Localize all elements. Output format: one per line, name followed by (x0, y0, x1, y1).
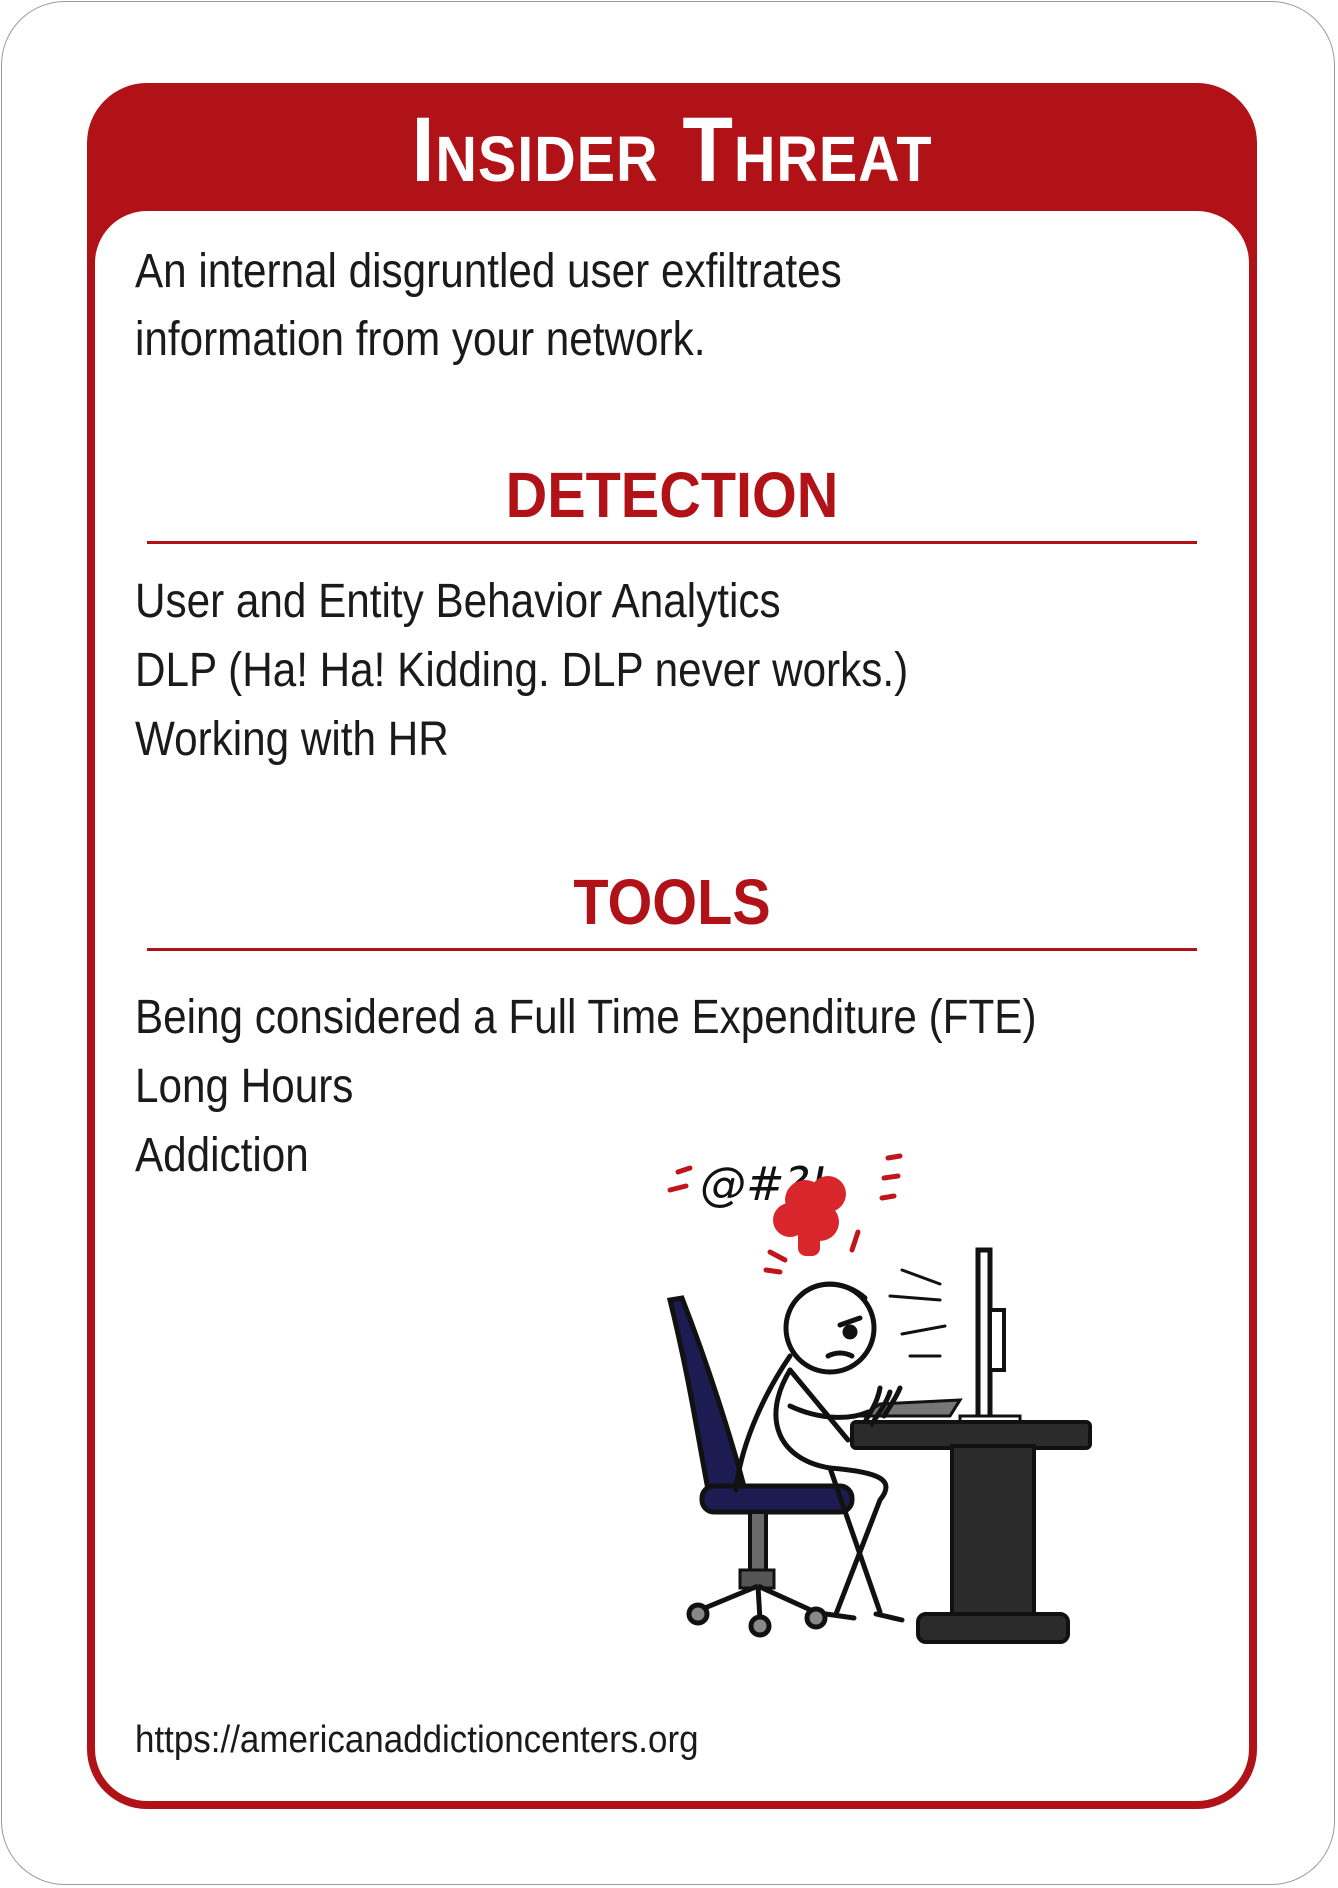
description-line-1: An internal disgruntled user exfiltrates (135, 245, 842, 298)
monitor-icon (888, 1247, 1022, 1426)
desk-icon (850, 1420, 1092, 1644)
angry-office-worker-illustration: @#?! (666, 1153, 1092, 1644)
description-line-2: information from your network. (135, 313, 706, 366)
tools-heading: TOOLS (573, 866, 771, 938)
detection-item: DLP (Ha! Ha! Kidding. DLP never works.) (135, 644, 909, 697)
office-chair-icon (666, 1295, 855, 1638)
card-title: Insider Threat (411, 99, 933, 201)
detection-item: User and Entity Behavior Analytics (135, 575, 781, 628)
card-content-panel (95, 211, 1249, 1801)
tools-divider (147, 948, 1197, 951)
stick-figure (733, 1281, 905, 1623)
steam-cloud-icon (773, 1176, 846, 1256)
detection-divider (147, 541, 1197, 544)
tools-item: Being considered a Full Time Expenditure… (135, 991, 1037, 1044)
tools-item: Addiction (135, 1129, 309, 1182)
anger-marks (667, 1153, 903, 1275)
detection-heading: DETECTION (505, 459, 839, 531)
detection-item: Working with HR (135, 713, 449, 766)
tools-list: Being considered a Full Time Expenditure… (135, 983, 1037, 1190)
detection-list: User and Entity Behavior Analytics DLP (… (135, 567, 908, 774)
source-url: https://americanaddictioncenters.org (135, 1719, 699, 1761)
tools-item: Long Hours (135, 1060, 354, 1113)
